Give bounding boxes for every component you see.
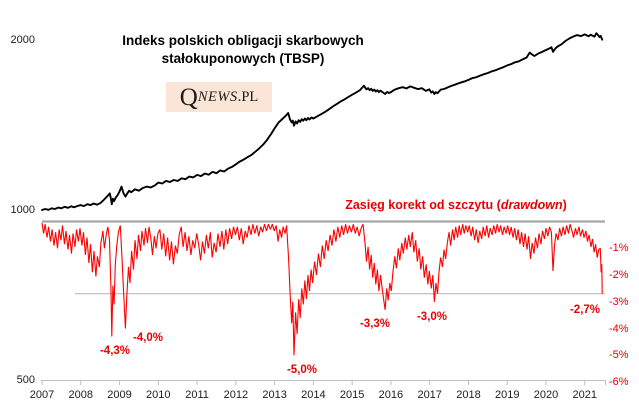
drawdown-annotation: -4,3% bbox=[99, 345, 131, 357]
right-axis-tick-label: -3% bbox=[609, 295, 629, 308]
left-axis-tick-label: 2000 bbox=[10, 34, 35, 46]
x-axis-tick-label: 2010 bbox=[146, 389, 171, 401]
x-axis-tick-label: 2016 bbox=[378, 389, 404, 401]
index-line-series bbox=[41, 32, 604, 211]
right-axis-tick-label: -4% bbox=[609, 322, 629, 335]
right-axis-tick-label: -5% bbox=[609, 349, 629, 362]
chart-title-line1: Indeks polskich obligacji skarbowych bbox=[122, 33, 364, 48]
left-axis-tick-label: 500 bbox=[16, 374, 35, 386]
drawdown-series-title-italic: drawdown bbox=[500, 198, 563, 212]
x-axis-tick-label: 2008 bbox=[68, 389, 94, 401]
x-axis-tick-label: 2011 bbox=[185, 389, 209, 401]
drawdown-annotation: -3,3% bbox=[359, 318, 391, 330]
right-axis-tick-label: -2% bbox=[609, 269, 629, 281]
right-axis-tick-label: -1% bbox=[609, 242, 629, 255]
qnews-logo: Q NEWS .PL bbox=[166, 82, 272, 112]
drawdown-annotation: -2,7% bbox=[569, 304, 601, 316]
drawdown-annotation: -3,0% bbox=[416, 311, 448, 323]
drawdown-series-title: Zasięg korekt od szczytu (drawdown) bbox=[345, 198, 567, 212]
x-axis-tick-label: 2015 bbox=[339, 389, 365, 401]
x-axis-tick-label: 2013 bbox=[262, 389, 287, 401]
x-axis-tick-label: 2021 bbox=[572, 389, 598, 401]
right-axis-tick-label: -6% bbox=[609, 376, 629, 388]
drawdown-annotation: -4,0% bbox=[132, 332, 164, 344]
qnews-logo-pl: .PL bbox=[237, 88, 259, 105]
x-axis-tick-label: 2007 bbox=[29, 389, 55, 401]
x-axis-tick-label: 2020 bbox=[533, 389, 559, 401]
drawdown-series-title-prefix: Zasięg korekt od szczytu ( bbox=[345, 198, 501, 212]
qnews-logo-q: Q bbox=[179, 83, 198, 111]
left-axis-tick-label: 1000 bbox=[10, 204, 35, 216]
x-axis-tick-label: 2012 bbox=[223, 389, 249, 401]
x-axis-tick-label: 2014 bbox=[301, 389, 326, 401]
chart-title-line2: stałokuponowych (TBSP) bbox=[161, 51, 325, 66]
x-axis-tick-label: 2017 bbox=[417, 389, 442, 401]
drawdown-annotation: -5,0% bbox=[286, 364, 318, 376]
x-axis-tick-label: 2018 bbox=[456, 389, 481, 401]
drawdown-series-title-suffix: ) bbox=[562, 198, 567, 212]
x-axis-tick-label: 2009 bbox=[107, 389, 132, 401]
x-axis-tick-label: 2019 bbox=[494, 389, 520, 401]
qnews-logo-news: NEWS bbox=[197, 88, 238, 105]
drawdown-line-series bbox=[41, 222, 603, 356]
